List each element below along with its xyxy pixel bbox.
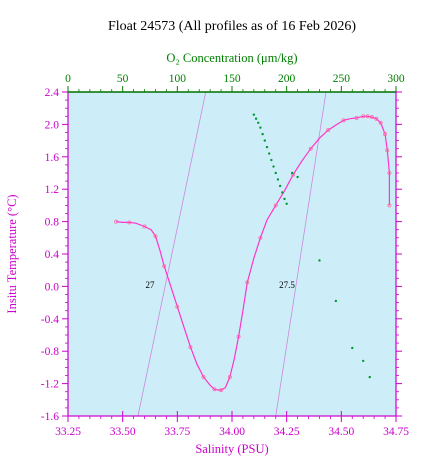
oxygen-tick-label: 250 <box>333 73 351 85</box>
salinity-point <box>201 375 206 380</box>
oxygen-point <box>261 132 264 136</box>
salinity-point <box>361 114 366 119</box>
oxygen-point <box>351 346 354 350</box>
oxygen-point <box>281 191 284 194</box>
salinity-tick-label: 33.50 <box>110 426 136 438</box>
oxygen-tick-label: 300 <box>387 73 405 85</box>
salinity-point <box>387 171 392 175</box>
salinity-point <box>374 116 379 121</box>
oxygen-point <box>278 184 282 188</box>
oxygen-axis-label: O₂ Concentration (μm/kg) <box>166 51 297 65</box>
salinity-point <box>162 264 167 269</box>
salinity-tick-label: 34.00 <box>219 426 245 438</box>
temperature-tick-label: 0.4 <box>45 249 60 261</box>
oxygen-tick-label: 0 <box>65 73 71 85</box>
salinity-point <box>245 280 250 285</box>
temperature-tick-label: 1.2 <box>45 184 60 196</box>
salinity-point <box>188 345 193 350</box>
oxygen-point <box>274 171 277 175</box>
salinity-tick-label: 33.75 <box>164 426 190 438</box>
density-contour-label-1: 27.5 <box>279 280 295 290</box>
oxygen-point <box>290 171 294 175</box>
oxygen-tick-label: 150 <box>223 73 241 85</box>
oxygen-tick-label: 200 <box>278 73 296 85</box>
density-contour-0 <box>137 92 207 416</box>
oxygen-tick-label: 50 <box>117 73 129 85</box>
salinity-point <box>227 375 232 380</box>
salinity-point <box>236 334 241 339</box>
salinity-tick-label: 34.75 <box>383 426 409 438</box>
chart-title: Float 24573 (All profiles as of 16 Feb 2… <box>108 19 356 34</box>
oxygen-point <box>276 178 280 181</box>
salinity-temperature-profile-line <box>116 115 390 391</box>
oxygen-point <box>257 121 260 124</box>
oxygen-point <box>254 117 258 120</box>
oxygen-point <box>252 113 256 116</box>
temperature-tick-label: -1.6 <box>41 411 59 423</box>
temperature-tick-label: 2.4 <box>45 87 60 99</box>
oxygen-point <box>270 158 273 162</box>
salinity-point <box>212 387 217 392</box>
salinity-point <box>308 146 313 151</box>
temperature-tick-label: -1.2 <box>41 379 59 391</box>
salinity-point <box>326 128 331 133</box>
oxygen-point <box>296 175 299 179</box>
oxygen-point <box>259 126 262 129</box>
salinity-point <box>341 118 346 123</box>
salinity-point <box>383 132 388 137</box>
salinity-point <box>273 203 278 208</box>
salinity-tick-label: 33.25 <box>55 426 81 438</box>
salinity-point <box>378 120 383 125</box>
salinity-tick-label: 34.50 <box>328 426 354 438</box>
salinity-point <box>153 234 158 239</box>
oxygen-point <box>272 165 275 168</box>
salinity-point <box>114 219 119 224</box>
temperature-axis-label: Insitu Temperature (°C) <box>5 194 19 313</box>
temperature-tick-label: 1.6 <box>45 152 60 164</box>
salinity-point <box>127 220 132 225</box>
salinity-point <box>258 235 263 240</box>
salinity-point <box>142 224 147 229</box>
oxygen-point <box>362 359 365 363</box>
oxygen-point <box>265 145 269 149</box>
salinity-tick-label: 34.25 <box>274 426 300 438</box>
oxygen-tick-label: 100 <box>169 73 187 85</box>
temperature-tick-label: -0.8 <box>41 346 59 358</box>
density-contour-label-0: 27 <box>146 280 156 290</box>
oxygen-point <box>318 259 321 262</box>
oxygen-point <box>334 299 338 303</box>
salinity-point <box>365 114 370 119</box>
salinity-axis-label: Salinity (PSU) <box>195 442 268 456</box>
oxygen-point <box>285 202 288 205</box>
temperature-tick-label: 0.0 <box>45 281 60 293</box>
plot-area <box>68 92 396 416</box>
salinity-point <box>369 115 374 120</box>
temperature-tick-label: -0.4 <box>41 314 59 326</box>
temperature-tick-label: 2.0 <box>45 119 60 131</box>
salinity-point <box>387 203 392 208</box>
oxygen-point <box>283 197 286 201</box>
density-contour-1 <box>275 92 327 416</box>
oxygen-point <box>368 375 371 379</box>
salinity-point <box>385 148 390 153</box>
salinity-point <box>354 115 359 120</box>
oxygen-point <box>267 152 271 155</box>
salinity-point <box>175 304 180 309</box>
temperature-tick-label: 0.8 <box>45 217 60 229</box>
salinity-point <box>219 388 224 393</box>
oxygen-point <box>263 139 266 142</box>
